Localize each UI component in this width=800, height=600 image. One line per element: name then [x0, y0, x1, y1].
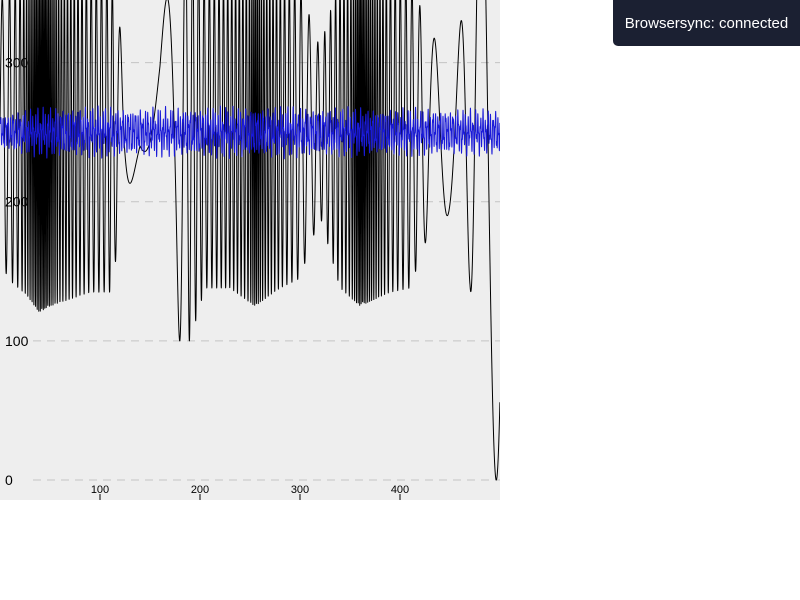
series-layer [0, 0, 500, 481]
browsersync-notification: Browsersync: connected [613, 0, 800, 46]
chart-area: 0 100 200 300 100 200 300 400 [0, 0, 500, 500]
y-axis: 0 100 200 300 [5, 55, 29, 488]
x-tick-label-300: 300 [291, 484, 309, 496]
x-axis: 100 200 300 400 [91, 484, 409, 500]
series-line-2 [0, 105, 500, 160]
y-tick-label-300: 300 [5, 55, 29, 71]
y-tick-label-0: 0 [5, 472, 13, 488]
y-tick-label-200: 200 [5, 194, 29, 210]
notification-text: Browsersync: connected [624, 14, 789, 32]
line-chart: 0 100 200 300 100 200 300 400 [0, 0, 500, 500]
x-tick-label-400: 400 [391, 484, 409, 496]
series-line-1 [0, 0, 500, 481]
x-tick-label-200: 200 [191, 484, 209, 496]
x-tick-label-100: 100 [91, 484, 109, 496]
y-tick-label-100: 100 [5, 333, 29, 349]
